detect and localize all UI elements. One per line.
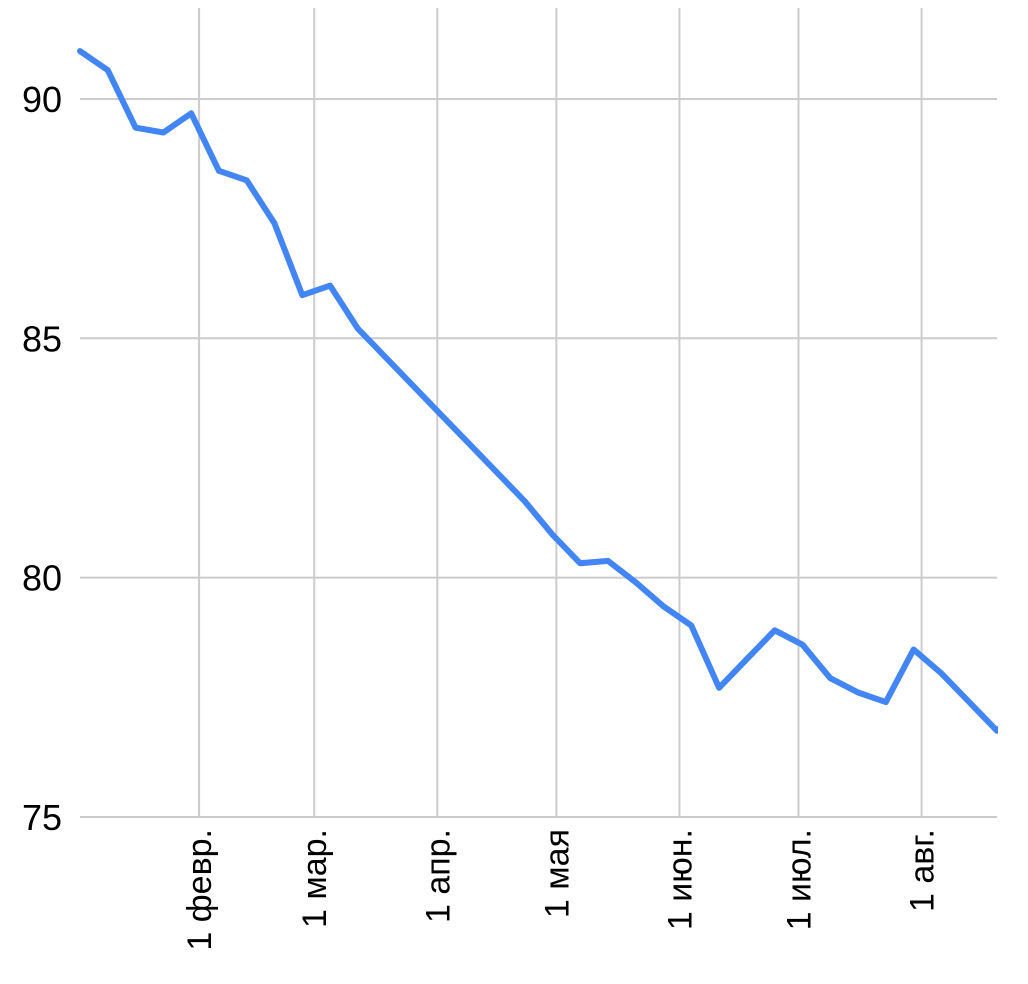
- data-point: [216, 168, 222, 174]
- plot-edge-mask: [998, 0, 1028, 821]
- data-point: [605, 558, 611, 564]
- y-gridlines: [80, 97, 997, 818]
- y-tick-label: 90: [22, 79, 62, 120]
- data-point: [633, 579, 639, 585]
- y-tick-label: 80: [22, 558, 62, 599]
- data-point: [966, 699, 972, 705]
- data-point: [77, 48, 83, 54]
- data-point: [772, 627, 778, 633]
- x-tick-label: 1 февр.: [181, 829, 219, 951]
- x-tick-label: 1 июн.: [661, 829, 699, 930]
- data-point: [466, 441, 472, 447]
- data-point: [522, 498, 528, 504]
- data-point: [688, 623, 694, 629]
- data-point: [244, 177, 250, 183]
- data-point: [411, 383, 417, 389]
- data-point: [577, 560, 583, 566]
- data-point: [327, 283, 333, 289]
- series-layer: [77, 0, 1028, 821]
- data-point: [105, 67, 111, 73]
- data-point: [188, 110, 194, 116]
- data-point: [160, 130, 166, 136]
- data-point: [855, 690, 861, 696]
- data-point: [383, 354, 389, 360]
- data-point: [661, 603, 667, 609]
- x-gridlines: [198, 8, 923, 817]
- x-tick-label: 1 авг.: [904, 829, 942, 912]
- data-point: [549, 532, 555, 538]
- y-tick-label: 85: [22, 318, 62, 359]
- data-point: [744, 656, 750, 662]
- data-point: [911, 647, 917, 653]
- data-point: [883, 699, 889, 705]
- x-tick-label: 1 июл.: [781, 829, 819, 930]
- data-point: [438, 412, 444, 418]
- x-tick-label: 1 мар.: [296, 829, 334, 928]
- data-point: [938, 670, 944, 676]
- data-point: [272, 220, 278, 226]
- series-line: [77, 48, 1028, 734]
- x-tick-labels: 1 февр. 1 мар. 1 апр. 1 мая 1 июн. 1 июл. 1 ав…: [181, 829, 941, 951]
- data-point: [355, 326, 361, 332]
- data-point: [800, 642, 806, 648]
- data-point: [716, 685, 722, 691]
- x-tick-label: 1 мая: [538, 829, 576, 918]
- y-tick-label: 75: [22, 797, 62, 838]
- data-point: [494, 469, 500, 475]
- data-point: [299, 292, 305, 298]
- y-tick-labels: 75 80 85 90: [22, 79, 62, 838]
- data-point: [827, 675, 833, 681]
- data-point: [133, 125, 139, 131]
- x-tick-label: 1 апр.: [419, 829, 457, 923]
